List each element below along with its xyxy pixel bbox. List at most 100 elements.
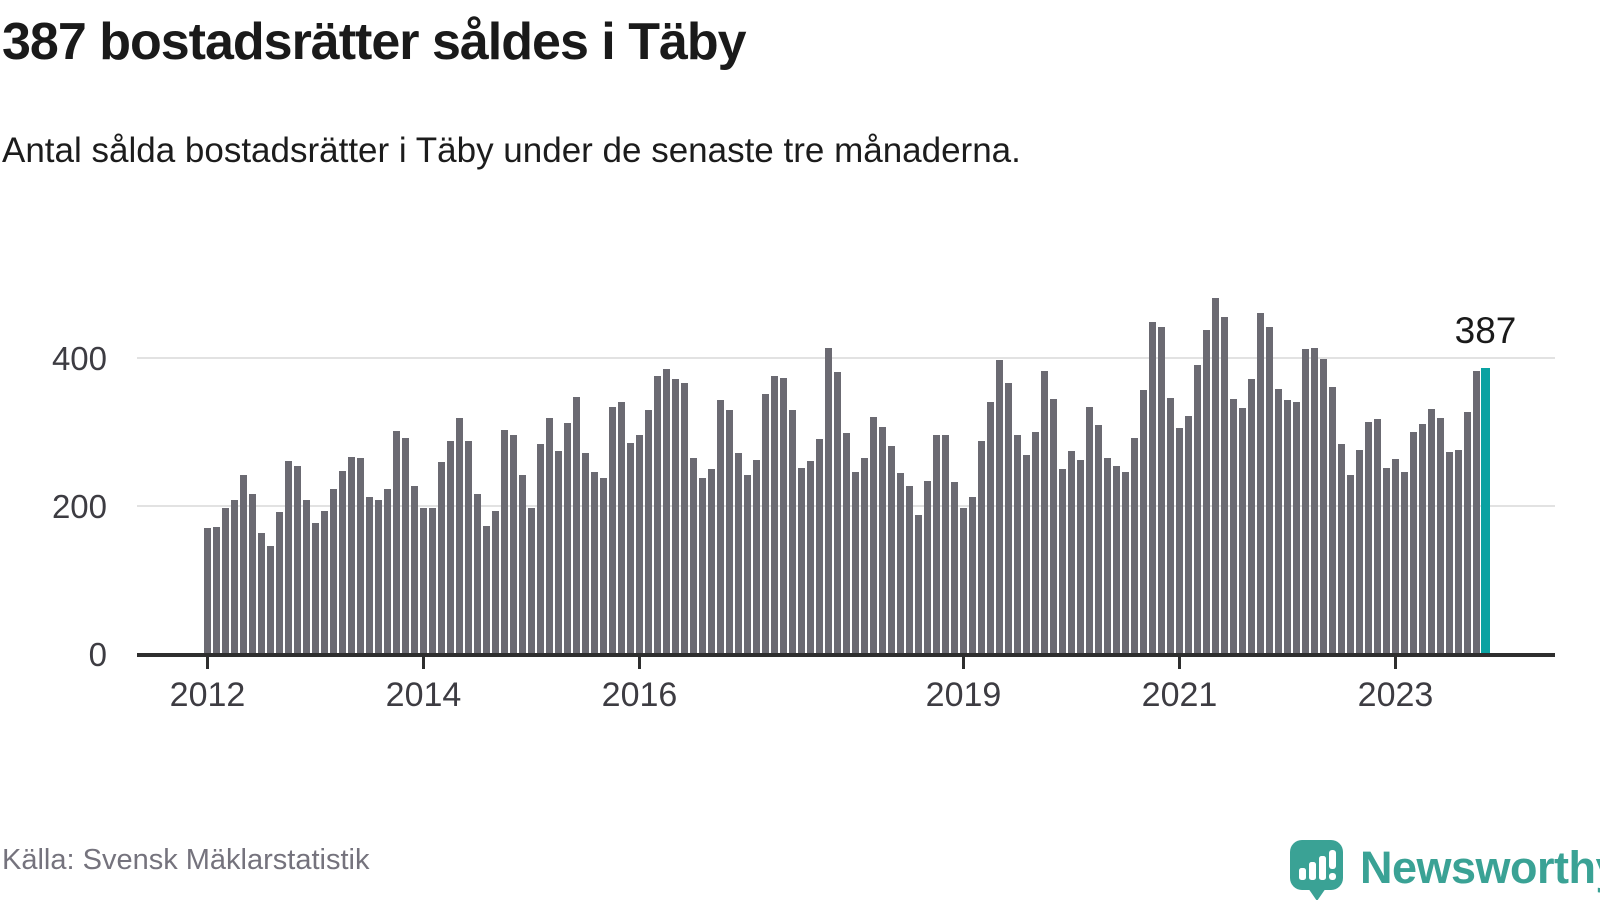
bar-2012-07	[258, 533, 265, 653]
x-axis-tick-2012	[206, 657, 209, 669]
bar-2023-07	[1446, 452, 1453, 653]
bar-2014-10	[501, 430, 508, 653]
bar-2020-04	[1095, 425, 1102, 653]
bar-2016-06	[681, 383, 688, 653]
bar-2012-04	[231, 500, 238, 653]
bar-2022-08	[1347, 475, 1354, 653]
bar-2013-02	[321, 511, 328, 653]
bar-2019-03	[978, 441, 985, 653]
bar-2018-11	[942, 435, 949, 653]
bar-2016-08	[699, 478, 706, 653]
bar-2022-06	[1329, 387, 1336, 653]
bar-2020-02	[1077, 460, 1084, 653]
bar-2014-05	[456, 418, 463, 653]
bar-2022-01	[1284, 400, 1291, 653]
bar-2021-03	[1194, 365, 1201, 653]
bar-2013-11	[402, 438, 409, 653]
bar-2013-07	[366, 497, 373, 653]
bar-2015-07	[582, 453, 589, 653]
x-axis-label-2023: 2023	[1357, 676, 1434, 714]
bar-2019-09	[1032, 432, 1039, 653]
bar-2012-01	[204, 528, 211, 653]
bar-2019-07	[1014, 435, 1021, 653]
bar-2020-01	[1068, 451, 1075, 653]
bar-2019-02	[969, 497, 976, 653]
bar-2014-12	[519, 475, 526, 653]
bar-2021-06	[1221, 317, 1228, 653]
bar-2016-09	[708, 469, 715, 653]
bar-2015-10	[609, 407, 616, 653]
newsworthy-wordmark: Newsworthy	[1360, 842, 1600, 893]
bar-2014-01	[420, 508, 427, 653]
bar-2016-10	[717, 400, 724, 653]
bar-2021-10	[1257, 313, 1264, 653]
bar-2021-01	[1176, 428, 1183, 653]
bar-2023-05	[1428, 409, 1435, 653]
bar-2012-05	[240, 475, 247, 653]
bar-2023-06	[1437, 418, 1444, 653]
bar-2019-12	[1059, 469, 1066, 653]
bar-2012-08	[267, 546, 274, 653]
bar-2014-11	[510, 435, 517, 653]
bar-2017-09	[816, 439, 823, 653]
bar-2015-03	[546, 418, 553, 653]
y-axis-label-0: 0	[88, 636, 107, 673]
bar-2020-07	[1122, 472, 1129, 653]
bar-2021-08	[1239, 408, 1246, 653]
bar-2012-06	[249, 494, 256, 653]
bar-2020-12	[1167, 398, 1174, 653]
x-axis-label-2016: 2016	[601, 676, 678, 714]
bar-2012-10	[285, 461, 292, 653]
bar-2021-04	[1203, 330, 1210, 653]
bar-2019-08	[1023, 455, 1030, 653]
bar-2022-02	[1293, 402, 1300, 653]
bar-2014-07	[474, 494, 481, 653]
bar-2015-01	[528, 508, 535, 653]
bar-2014-08	[483, 526, 490, 653]
bar-2022-05	[1320, 359, 1327, 653]
x-axis-line	[137, 653, 1555, 657]
bar-2023-08	[1455, 450, 1462, 653]
bar-2020-05	[1104, 458, 1111, 653]
x-axis-tick-2021	[1178, 657, 1181, 669]
bar-2013-03	[330, 489, 337, 653]
bar-2014-04	[447, 441, 454, 653]
bar-2020-03	[1086, 407, 1093, 653]
bar-2012-03	[222, 508, 229, 653]
bar-2013-09	[384, 489, 391, 653]
bar-2018-01	[852, 472, 859, 653]
gridline-400	[137, 357, 1555, 359]
bar-2017-01	[744, 475, 751, 653]
chart-subtitle: Antal sålda bostadsrätter i Täby under d…	[2, 131, 1021, 170]
bar-2015-11	[618, 402, 625, 653]
bar-2020-09	[1140, 390, 1147, 653]
bar-2017-03	[762, 394, 769, 653]
highlighted-bar-2023-11	[1481, 368, 1490, 653]
bar-2017-08	[807, 461, 814, 653]
bar-2021-12	[1275, 389, 1282, 653]
bar-2018-10	[933, 435, 940, 653]
bar-2015-02	[537, 444, 544, 653]
bar-2022-07	[1338, 444, 1345, 653]
bar-2016-03	[654, 376, 661, 653]
bar-2019-06	[1005, 383, 1012, 653]
bar-2019-10	[1041, 371, 1048, 653]
bar-2022-10	[1365, 422, 1372, 653]
bar-2022-12	[1383, 468, 1390, 653]
x-axis-tick-2016	[638, 657, 641, 669]
bar-2019-04	[987, 402, 994, 653]
bar-2013-05	[348, 457, 355, 653]
bar-2016-11	[726, 410, 733, 653]
bar-2014-06	[465, 441, 472, 653]
bar-2019-11	[1050, 399, 1057, 653]
bar-2021-07	[1230, 399, 1237, 653]
bar-2013-06	[357, 458, 364, 653]
bar-2015-04	[555, 451, 562, 653]
x-axis-label-2021: 2021	[1141, 676, 1218, 714]
bar-2015-12	[627, 443, 634, 653]
bar-2015-09	[600, 478, 607, 653]
bar-2020-08	[1131, 438, 1138, 653]
bar-2013-08	[375, 500, 382, 653]
